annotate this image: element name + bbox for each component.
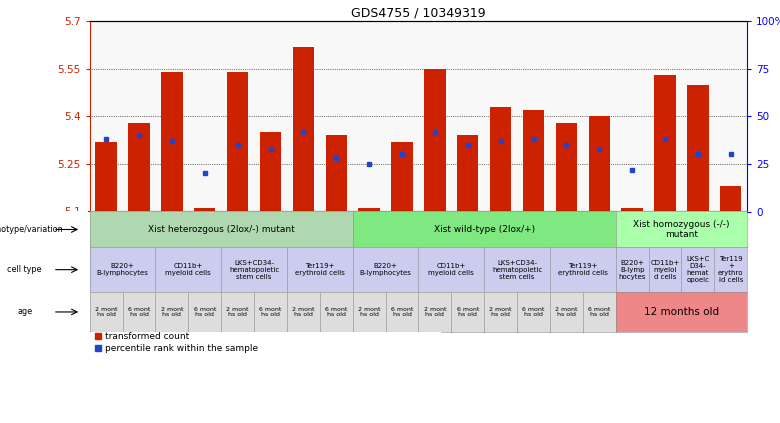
Bar [161,72,183,212]
Bar [325,135,347,212]
Text: 6 mont
hs old: 6 mont hs old [456,307,479,317]
Text: 2 mont
hs old: 2 mont hs old [161,307,183,317]
Text: Ter119
+
erythro
id cells: Ter119 + erythro id cells [718,256,743,283]
Text: B220+
B-lymp
hocytes: B220+ B-lymp hocytes [619,260,646,280]
Bar [392,142,413,212]
Text: Xist heterozgous (2lox/-) mutant: Xist heterozgous (2lox/-) mutant [148,225,295,234]
Bar [490,107,512,212]
Bar [589,116,610,212]
Text: 6 mont
hs old: 6 mont hs old [588,307,611,317]
Text: Ter119+
erythroid cells: Ter119+ erythroid cells [558,263,608,276]
Text: CD11b+
myeloi
d cells: CD11b+ myeloi d cells [651,260,679,280]
Text: 2 mont
hs old: 2 mont hs old [226,307,249,317]
Text: age: age [17,308,32,316]
Text: Xist wild-type (2lox/+): Xist wild-type (2lox/+) [434,225,535,234]
Text: 6 mont
hs old: 6 mont hs old [391,307,413,317]
Text: 6 mont
hs old: 6 mont hs old [259,307,282,317]
Text: LKS+CD34-
hematopoietic
stem cells: LKS+CD34- hematopoietic stem cells [229,260,279,280]
Bar [359,208,380,212]
Text: 2 mont
hs old: 2 mont hs old [424,307,446,317]
Text: 2 mont
hs old: 2 mont hs old [358,307,381,317]
Text: 12 months old: 12 months old [644,307,719,317]
Text: Ter119+
erythroid cells: Ter119+ erythroid cells [295,263,345,276]
Bar [555,123,577,212]
Text: CD11b+
myeloid cells: CD11b+ myeloid cells [428,263,474,276]
Text: B220+
B-lymphocytes: B220+ B-lymphocytes [97,263,148,276]
Text: 6 mont
hs old: 6 mont hs old [325,307,347,317]
Text: 6 mont
hs old: 6 mont hs old [128,307,151,317]
Text: LKS+CD34-
hematopoietic
stem cells: LKS+CD34- hematopoietic stem cells [492,260,542,280]
Bar [129,123,150,212]
Text: 6 mont
hs old: 6 mont hs old [193,307,216,317]
Bar [654,75,675,212]
Bar [523,110,544,212]
Bar [292,47,314,212]
Text: B220+
B-lymphocytes: B220+ B-lymphocytes [360,263,412,276]
Bar [424,69,445,212]
Bar [260,132,282,212]
Text: LKS+C
D34-
hemat
opoeic: LKS+C D34- hemat opoeic [686,256,710,283]
Text: cell type: cell type [8,265,42,274]
Text: Xist homozygous (-/-)
mutant: Xist homozygous (-/-) mutant [633,220,730,239]
Bar [720,186,742,212]
Title: GDS4755 / 10349319: GDS4755 / 10349319 [351,7,486,20]
Bar [95,142,117,212]
Text: 2 mont
hs old: 2 mont hs old [555,307,578,317]
Text: 6 mont
hs old: 6 mont hs old [523,307,544,317]
Bar [622,208,643,212]
Text: CD11b+
myeloid cells: CD11b+ myeloid cells [165,263,211,276]
Text: genotype/variation: genotype/variation [0,225,63,234]
Bar [687,85,708,212]
Text: 2 mont
hs old: 2 mont hs old [95,307,117,317]
Bar [457,135,478,212]
Text: 2 mont
hs old: 2 mont hs old [489,307,512,317]
Bar [194,208,215,212]
Bar [227,72,248,212]
Legend: transformed count, percentile rank within the sample: transformed count, percentile rank withi… [94,332,258,353]
Text: 2 mont
hs old: 2 mont hs old [292,307,314,317]
